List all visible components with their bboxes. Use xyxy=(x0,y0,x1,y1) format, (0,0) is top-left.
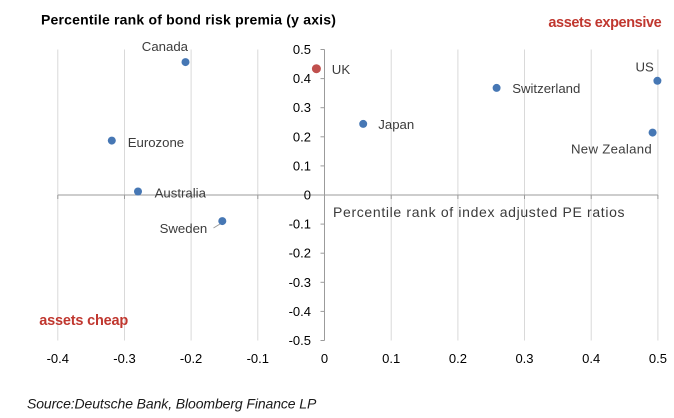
svg-text:0: 0 xyxy=(321,351,328,366)
svg-text:0.4: 0.4 xyxy=(293,71,311,86)
svg-text:0: 0 xyxy=(304,188,311,203)
svg-text:Sweden: Sweden xyxy=(160,221,208,236)
svg-text:assets expensive: assets expensive xyxy=(548,15,661,31)
svg-text:-0.1: -0.1 xyxy=(247,351,269,366)
svg-text:Switzerland: Switzerland xyxy=(512,81,580,96)
svg-text:assets cheap: assets cheap xyxy=(39,313,128,329)
svg-text:Source:Deutsche Bank, Bloomber: Source:Deutsche Bank, Bloomberg Finance … xyxy=(27,395,317,411)
svg-text:-0.4: -0.4 xyxy=(289,304,311,319)
svg-text:US: US xyxy=(636,59,655,74)
svg-text:0.2: 0.2 xyxy=(449,351,467,366)
svg-text:Percentile rank of index adjus: Percentile rank of index adjusted PE rat… xyxy=(333,204,625,220)
svg-text:-0.3: -0.3 xyxy=(113,351,135,366)
svg-text:0.3: 0.3 xyxy=(293,100,311,115)
svg-text:UK: UK xyxy=(332,62,351,77)
svg-text:-0.1: -0.1 xyxy=(289,217,311,232)
svg-text:-0.2: -0.2 xyxy=(180,351,202,366)
svg-text:0.1: 0.1 xyxy=(382,351,400,366)
svg-text:-0.4: -0.4 xyxy=(47,351,69,366)
svg-text:Eurozone: Eurozone xyxy=(128,135,184,150)
svg-text:Percentile rank of bond risk p: Percentile rank of bond risk premia (y a… xyxy=(41,11,336,27)
svg-text:-0.5: -0.5 xyxy=(289,333,311,348)
svg-text:Canada: Canada xyxy=(142,39,189,54)
svg-text:0.5: 0.5 xyxy=(293,42,311,57)
svg-text:-0.2: -0.2 xyxy=(289,246,311,261)
svg-text:0.1: 0.1 xyxy=(293,158,311,173)
svg-text:0.2: 0.2 xyxy=(293,129,311,144)
svg-text:-0.3: -0.3 xyxy=(289,275,311,290)
svg-text:New Zealand: New Zealand xyxy=(571,142,652,157)
svg-text:0.3: 0.3 xyxy=(515,351,533,366)
svg-text:Australia: Australia xyxy=(155,186,207,201)
svg-text:Japan: Japan xyxy=(378,117,414,132)
svg-text:0.5: 0.5 xyxy=(649,351,667,366)
svg-text:0.4: 0.4 xyxy=(582,351,600,366)
